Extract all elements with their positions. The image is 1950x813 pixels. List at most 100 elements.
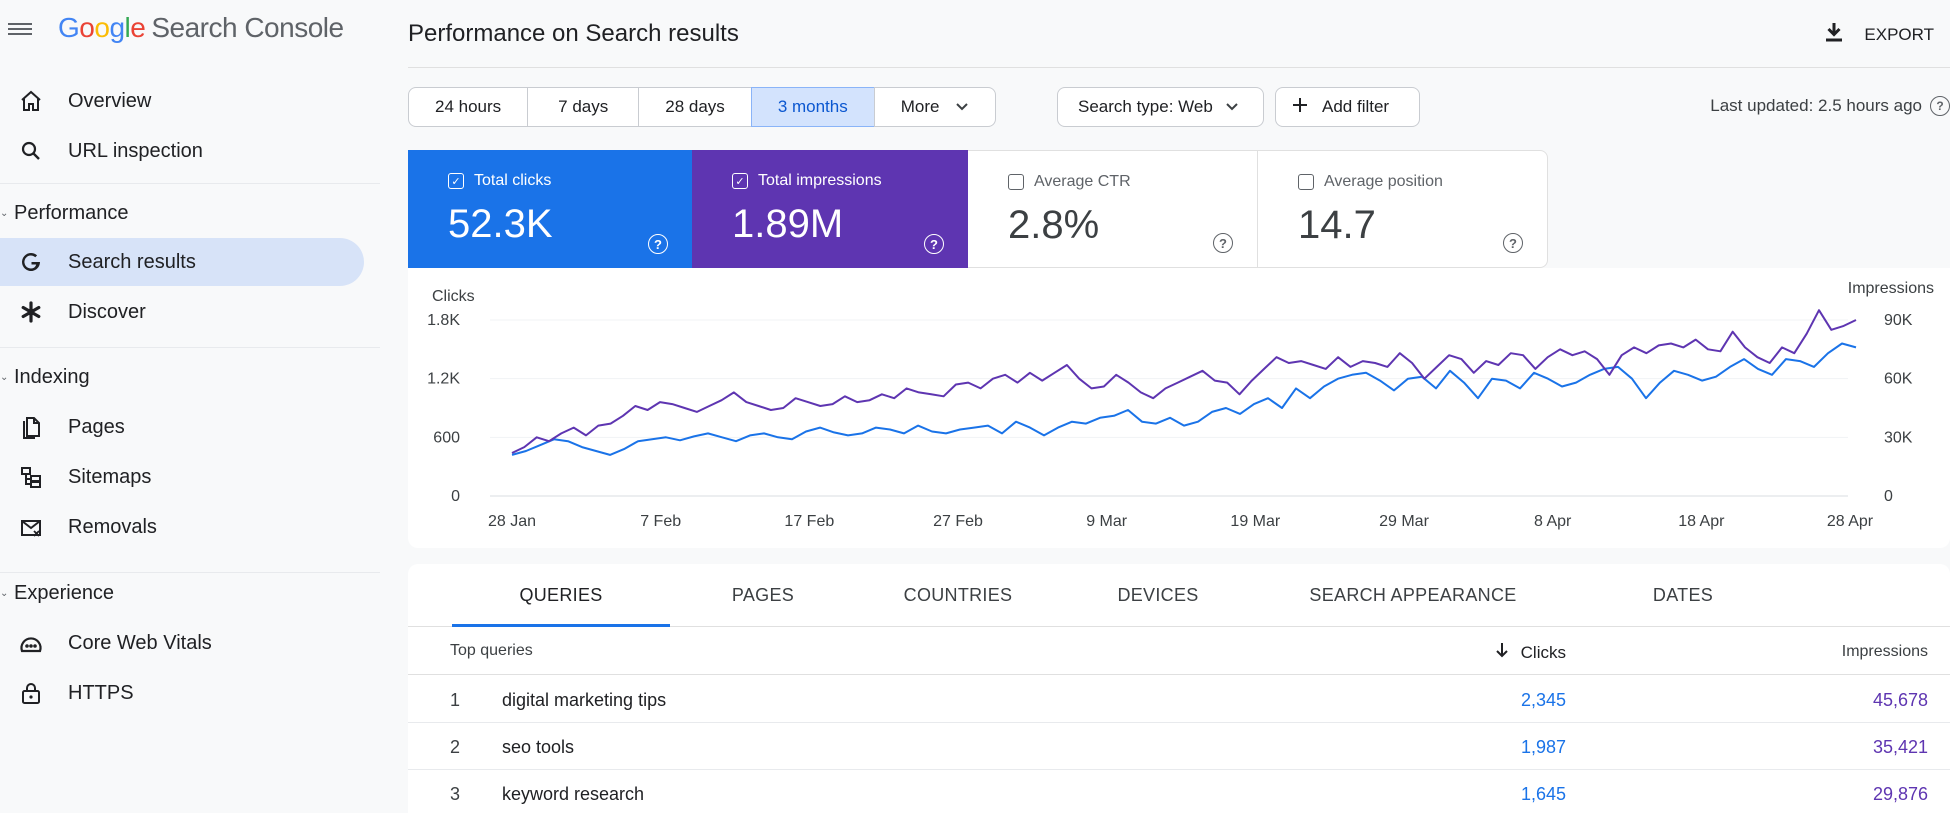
table-header: Top queries Clicks Impressions bbox=[408, 627, 1950, 675]
sidebar-item-removals[interactable]: Removals bbox=[0, 503, 364, 551]
range-more-dropdown[interactable]: More bbox=[873, 87, 997, 127]
checkbox-checked-icon[interactable]: ✓ bbox=[732, 173, 748, 189]
y-axis-label-left: Clicks bbox=[432, 288, 475, 305]
date-range-selector: 24 hours 7 days 28 days 3 months More bbox=[408, 87, 997, 127]
query-text: keyword research bbox=[502, 784, 645, 804]
sidebar-item-label: HTTPS bbox=[68, 681, 134, 704]
y-tick-label-right: 90K bbox=[1884, 312, 1913, 329]
metric-card-total-clicks[interactable]: ✓ Total clicks 52.3K ? bbox=[408, 150, 692, 268]
sidebar-item-label: Discover bbox=[68, 300, 146, 323]
sidebar-item-search-results[interactable]: Search results bbox=[0, 238, 364, 286]
help-icon[interactable]: ? bbox=[1930, 96, 1950, 116]
search-icon bbox=[16, 139, 46, 163]
y-axis-label-right: Impressions bbox=[1848, 280, 1934, 297]
logo[interactable]: Google Search Console bbox=[58, 12, 344, 44]
metric-value: 52.3K bbox=[448, 202, 553, 246]
sidebar-divider bbox=[0, 347, 380, 348]
chevron-down-icon: ⌄ bbox=[0, 588, 9, 599]
menu-icon[interactable] bbox=[8, 20, 32, 38]
column-header-label: Clicks bbox=[1520, 642, 1566, 662]
logo-letter: e bbox=[130, 12, 146, 43]
sidebar-section-experience[interactable]: ⌄ Experience bbox=[0, 582, 114, 605]
checkbox-checked-icon[interactable]: ✓ bbox=[448, 173, 464, 189]
chevron-down-icon: ⌄ bbox=[0, 208, 9, 219]
add-filter-button[interactable]: Add filter bbox=[1275, 87, 1420, 127]
y-tick-label-left: 600 bbox=[433, 429, 460, 446]
checkbox-unchecked-icon[interactable] bbox=[1008, 174, 1024, 190]
query-text: seo tools bbox=[502, 737, 575, 757]
tab-search-appearance[interactable]: SEARCH APPEARANCE bbox=[1309, 585, 1517, 605]
y-tick-label-left: 1.8K bbox=[427, 312, 460, 329]
metric-value: 1.89M bbox=[732, 202, 844, 246]
column-header-impressions[interactable]: Impressions bbox=[1841, 643, 1928, 660]
x-tick-label: 19 Mar bbox=[1230, 513, 1280, 530]
help-icon[interactable]: ? bbox=[1213, 233, 1233, 253]
metric-card-average-position[interactable]: Average position 14.7 ? bbox=[1258, 150, 1548, 268]
table-row[interactable]: 2 seo tools 1,987 35,421 bbox=[408, 723, 1950, 770]
metric-label: Total impressions bbox=[758, 172, 882, 189]
range-3-months[interactable]: 3 months bbox=[750, 87, 875, 127]
performance-chart[interactable]: 0 0 600 30K 1.2K 60K 1.8K 90K Clicks Impressions 2… bbox=[408, 268, 1950, 548]
export-button[interactable]: EXPORT bbox=[1822, 20, 1934, 49]
impressions-value: 29,876 bbox=[1872, 784, 1928, 804]
sidebar-item-label: Pages bbox=[68, 415, 125, 438]
sidebar-item-label: URL inspection bbox=[68, 139, 203, 162]
x-tick-label: 9 Mar bbox=[1086, 513, 1128, 530]
sidebar-item-pages[interactable]: Pages bbox=[0, 403, 364, 451]
tab-dates[interactable]: DATES bbox=[1652, 585, 1714, 605]
tab-devices[interactable]: DEVICES bbox=[1117, 585, 1199, 605]
sidebar-item-url-inspection[interactable]: URL inspection bbox=[0, 127, 364, 175]
logo-letter: g bbox=[109, 12, 125, 43]
help-icon[interactable]: ? bbox=[924, 234, 944, 254]
y-tick-label-right: 0 bbox=[1884, 488, 1893, 505]
tab-queries[interactable]: QUERIES bbox=[519, 585, 603, 605]
range-24-hours[interactable]: 24 hours bbox=[408, 87, 529, 127]
sidebar-item-label: Sitemaps bbox=[68, 465, 152, 488]
column-header-query[interactable]: Top queries bbox=[450, 642, 533, 659]
export-label: EXPORT bbox=[1864, 24, 1934, 44]
logo-letter: o bbox=[79, 12, 95, 43]
last-updated: Last updated: 2.5 hours ago ? bbox=[1710, 96, 1950, 116]
sidebar-item-overview[interactable]: Overview bbox=[0, 77, 364, 125]
checkbox-unchecked-icon[interactable] bbox=[1298, 174, 1314, 190]
series-line-clicks bbox=[511, 342, 1857, 456]
table-row[interactable]: 3 keyword research 1,645 29,876 bbox=[408, 770, 1950, 813]
report-tabs: QUERIES PAGES COUNTRIES DEVICES SEARCH A… bbox=[408, 564, 1950, 627]
column-header-clicks[interactable]: Clicks bbox=[1495, 642, 1566, 663]
search-type-dropdown[interactable]: Search type: Web bbox=[1057, 87, 1264, 127]
x-tick-label: 28 Jan bbox=[488, 513, 536, 530]
metric-card-total-impressions[interactable]: ✓ Total impressions 1.89M ? bbox=[692, 150, 968, 268]
sidebar: Google Search Console Overview URL inspec… bbox=[0, 0, 380, 813]
sidebar-item-label: Core Web Vitals bbox=[68, 631, 212, 654]
x-tick-label: 18 Apr bbox=[1678, 513, 1725, 530]
sidebar-section-indexing[interactable]: ⌄ Indexing bbox=[0, 366, 90, 389]
sidebar-item-label: Overview bbox=[68, 89, 152, 112]
range-28-days[interactable]: 28 days bbox=[638, 87, 752, 127]
metric-label: Average CTR bbox=[1034, 173, 1131, 190]
section-label: Indexing bbox=[14, 366, 90, 388]
clicks-value: 2,345 bbox=[1520, 690, 1566, 710]
logo-letter: o bbox=[94, 12, 110, 43]
range-7-days[interactable]: 7 days bbox=[527, 87, 640, 127]
download-icon bbox=[1822, 20, 1846, 49]
metric-label: Total clicks bbox=[474, 172, 552, 189]
help-icon[interactable]: ? bbox=[648, 234, 668, 254]
sidebar-item-discover[interactable]: Discover bbox=[0, 288, 364, 336]
sidebar-item-core-web-vitals[interactable]: Core Web Vitals bbox=[0, 619, 364, 667]
x-tick-label: 17 Feb bbox=[784, 513, 834, 530]
sidebar-item-https[interactable]: HTTPS bbox=[0, 669, 364, 717]
impressions-value: 35,421 bbox=[1872, 737, 1928, 757]
tab-countries[interactable]: COUNTRIES bbox=[903, 585, 1013, 605]
sidebar-item-label: Search results bbox=[68, 250, 196, 273]
table-row[interactable]: 1 digital marketing tips 2,345 45,678 bbox=[408, 676, 1950, 723]
page-title: Performance on Search results bbox=[408, 20, 739, 47]
help-icon[interactable]: ? bbox=[1503, 233, 1523, 253]
metric-card-average-ctr[interactable]: Average CTR 2.8% ? bbox=[968, 150, 1258, 268]
tab-pages[interactable]: PAGES bbox=[731, 585, 795, 605]
header-divider bbox=[408, 67, 1950, 68]
sidebar-item-sitemaps[interactable]: Sitemaps bbox=[0, 453, 364, 501]
chevron-down-icon bbox=[1225, 97, 1239, 117]
section-label: Performance bbox=[14, 202, 129, 224]
sidebar-section-performance[interactable]: ⌄ Performance bbox=[0, 202, 129, 225]
x-tick-label: 28 Apr bbox=[1827, 513, 1874, 530]
